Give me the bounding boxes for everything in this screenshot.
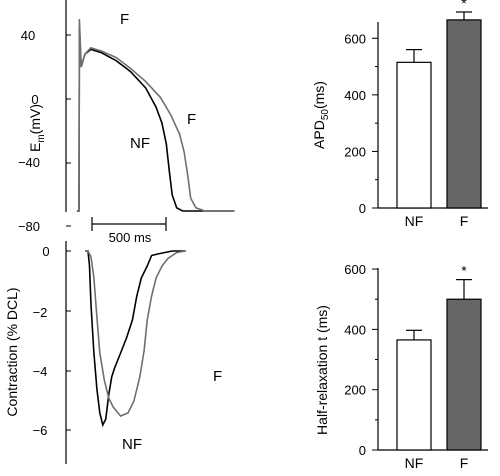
apd-significance-marker: * bbox=[461, 0, 467, 11]
contraction-trace-f bbox=[85, 250, 186, 417]
ap-ytick-label: 40 bbox=[21, 28, 35, 43]
apd-category-label: F bbox=[460, 213, 469, 229]
contraction-trace-nf bbox=[85, 250, 186, 428]
ap-ytick-label: −40 bbox=[18, 155, 40, 170]
ap-trace-f bbox=[76, 18, 235, 212]
ct-ytick-label: −4 bbox=[33, 364, 48, 379]
ap-label-f-top: F bbox=[120, 11, 129, 28]
apd-ytick-label: 200 bbox=[344, 144, 366, 159]
ct-ytick-label: −6 bbox=[33, 423, 48, 438]
ap-label-nf: NF bbox=[130, 135, 150, 152]
apd-category-label: NF bbox=[405, 213, 424, 229]
ap-label-f: F bbox=[187, 111, 196, 128]
hr-ytick-label: 400 bbox=[344, 322, 366, 337]
apd-bar-nf bbox=[396, 61, 432, 209]
ap-ytick-label: −80 bbox=[18, 219, 40, 234]
apd-ytick-label: 600 bbox=[344, 31, 366, 46]
hr-bar-f bbox=[446, 298, 482, 451]
ap-ytick-label: 0 bbox=[31, 92, 38, 107]
hr-y-axis-label: Half-relaxation t (ms) bbox=[314, 305, 330, 435]
hr-significance-marker: * bbox=[461, 263, 467, 279]
hr-ytick-label: 600 bbox=[344, 262, 366, 277]
apd-y-axis-label: APD50(ms) bbox=[311, 81, 331, 149]
ct-y-axis-label: Contraction (% DCL) bbox=[4, 287, 20, 416]
ct-ytick-label: 0 bbox=[42, 244, 49, 259]
hr-category-label: NF bbox=[405, 455, 424, 471]
apd50-panel: APD50(ms) 0 200 400 600 NF F * bbox=[311, 0, 488, 229]
hr-category-label: F bbox=[460, 455, 469, 471]
ct-label-f: F bbox=[213, 368, 222, 385]
scale-bar: 500 ms bbox=[91, 217, 167, 245]
scale-bar-label: 500 ms bbox=[109, 230, 152, 245]
ct-ytick-label: −2 bbox=[33, 305, 48, 320]
contraction-panel: 0 −2 −4 −6 Contraction (% DCL) F NF bbox=[4, 241, 222, 464]
apd-ytick-label: 0 bbox=[359, 201, 366, 216]
hr-ytick-label: 200 bbox=[344, 383, 366, 398]
apd-ytick-label: 400 bbox=[344, 88, 366, 103]
ct-label-nf: NF bbox=[122, 436, 142, 453]
ap-trace-nf bbox=[76, 26, 235, 212]
ap-y-axis-label: Em(mV) bbox=[27, 104, 47, 152]
apd-bar-f bbox=[446, 19, 482, 209]
hr-ytick-label: 0 bbox=[359, 443, 366, 458]
half-relaxation-panel: Half-relaxation t (ms) 0 200 400 600 NF F * bbox=[314, 262, 488, 471]
hr-bar-nf bbox=[396, 339, 432, 451]
ap-panel: 40 0 −40 −80 Em(mV) F F NF 500 ms bbox=[18, 0, 235, 245]
